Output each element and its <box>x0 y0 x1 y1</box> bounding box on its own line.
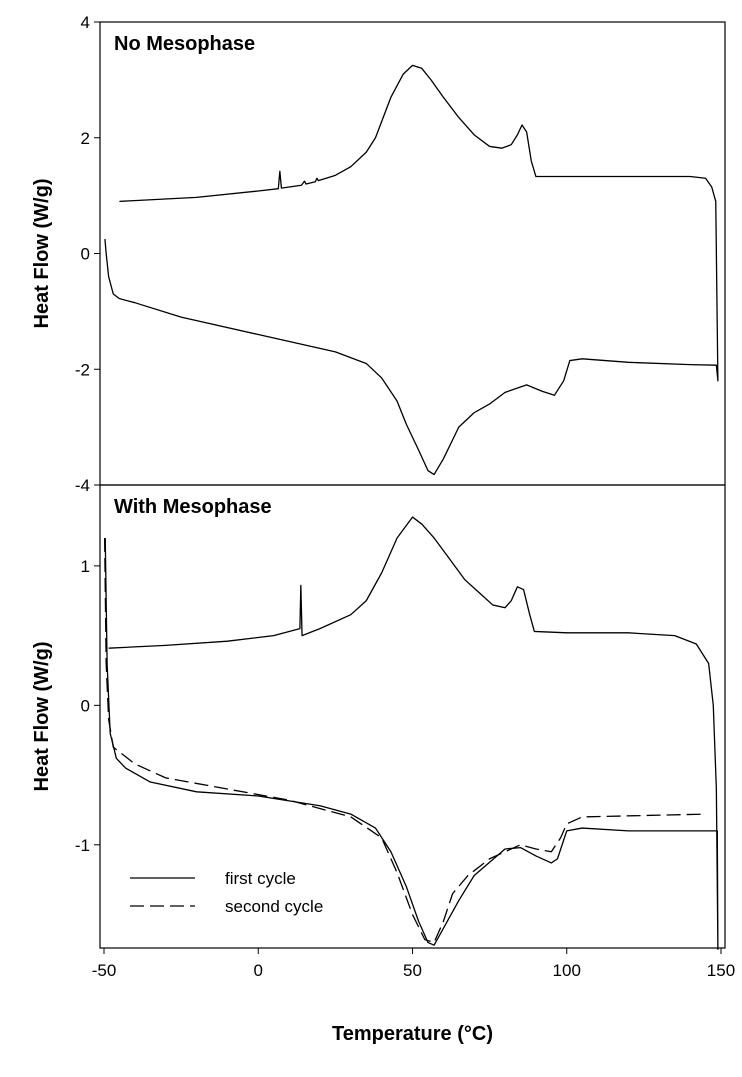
x-tick-label: 150 <box>707 961 735 980</box>
y-tick-label: 0 <box>81 245 90 264</box>
x-tick-label: -50 <box>92 961 117 980</box>
legend-label: first cycle <box>225 869 296 888</box>
panel-title: No Mesophase <box>114 33 255 55</box>
x-tick-label: 50 <box>403 961 422 980</box>
legend-label: second cycle <box>225 897 323 916</box>
y-tick-label: 4 <box>81 13 90 32</box>
y-axis-label: Heat Flow (W/g) <box>31 179 53 329</box>
y-tick-label: -1 <box>75 836 90 855</box>
data-line <box>104 516 719 951</box>
legend: first cycle second cycle <box>130 869 323 916</box>
x-axis-label: Temperature (°C) <box>332 1023 493 1045</box>
y-axis-label: Heat Flow (W/g) <box>31 642 53 792</box>
x-tick-label: 0 <box>254 961 263 980</box>
data-line <box>103 537 706 944</box>
y-tick-label: -4 <box>75 476 90 495</box>
panel-title: With Mesophase <box>114 496 272 518</box>
plot-frame <box>99 21 726 486</box>
y-tick-label: 1 <box>81 557 90 576</box>
y-tick-label: 2 <box>81 129 90 148</box>
y-tick-label: 0 <box>81 696 90 715</box>
x-tick-label: 100 <box>553 961 581 980</box>
y-tick-label: -2 <box>75 360 90 379</box>
data-line <box>104 64 719 476</box>
